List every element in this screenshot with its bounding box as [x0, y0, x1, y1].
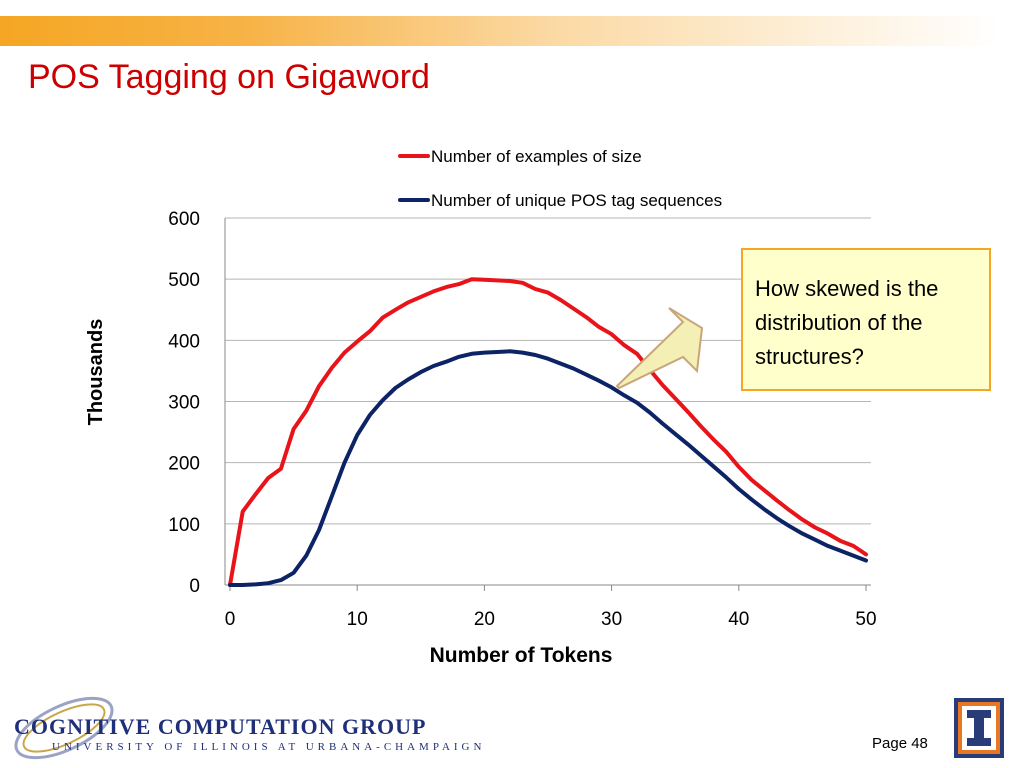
x-tick-label: 50 — [855, 609, 876, 630]
y-tick-label: 600 — [168, 209, 200, 230]
y-tick-label: 500 — [168, 270, 200, 291]
x-tick-labels: 0 10 20 30 40 50 — [225, 609, 877, 630]
legend: Number of examples of size Number of uniq… — [398, 147, 722, 210]
x-axis-label: Number of Tokens — [430, 644, 613, 667]
x-tick-label: 10 — [347, 609, 368, 630]
axes — [224, 218, 871, 591]
y-tick-label: 200 — [168, 454, 200, 475]
callout-arrow — [615, 307, 704, 390]
cognitive-computation-group-logo: COGNITIVE COMPUTATION GROUP UNIVERSITY O… — [4, 686, 504, 766]
y-tick-labels: 0 100 200 300 400 500 600 — [168, 209, 200, 597]
logo-sub-text: UNIVERSITY OF ILLINOIS AT URBANA-CHAMPAI… — [52, 741, 486, 753]
x-tick-label: 0 — [225, 609, 236, 630]
x-tick-label: 30 — [601, 609, 622, 630]
series-line-1 — [228, 277, 868, 587]
y-tick-label: 300 — [168, 393, 200, 414]
y-axis-label: Thousands — [85, 319, 107, 426]
series-lines — [228, 277, 868, 587]
university-block-i-icon — [954, 698, 1004, 758]
x-tick-label: 20 — [474, 609, 495, 630]
page-number: Page 48 — [872, 735, 928, 752]
logo-main-text: COGNITIVE COMPUTATION GROUP — [14, 714, 427, 739]
swoosh-icon — [14, 696, 114, 760]
y-tick-label: 100 — [168, 515, 200, 536]
slide-title: POS Tagging on Gigaword — [28, 58, 430, 96]
series-line-2 — [228, 349, 868, 587]
y-tick-label: 400 — [168, 331, 200, 352]
y-tick-label: 0 — [189, 576, 200, 597]
callout-box: How skewed is the distribution of the st… — [741, 248, 991, 391]
x-tick-label: 40 — [728, 609, 749, 630]
legend-label-1: Number of examples of size — [431, 147, 642, 166]
legend-label-2: Number of unique POS tag sequences — [431, 191, 722, 210]
header-gradient-bar — [0, 16, 1000, 46]
